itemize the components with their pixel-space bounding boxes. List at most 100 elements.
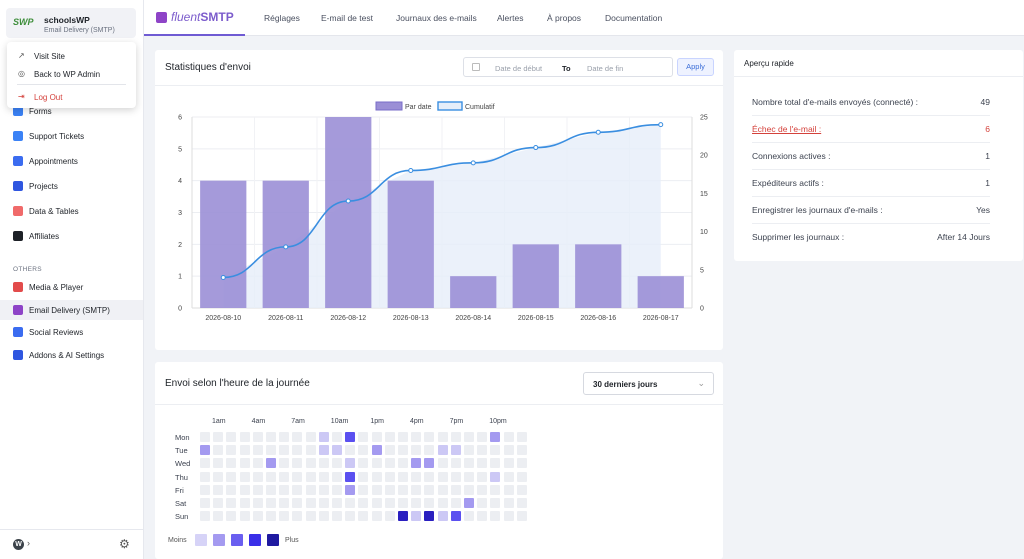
sidebar-item-appointments[interactable]: Appointments: [0, 151, 143, 171]
heatmap-cell[interactable]: [345, 432, 356, 442]
heatmap-cell[interactable]: [318, 445, 329, 456]
sidebar-item-support-tickets[interactable]: Support Tickets: [0, 126, 143, 146]
heatmap-cell[interactable]: [345, 458, 356, 469]
heatmap-cell[interactable]: [477, 484, 488, 495]
heatmap-cell[interactable]: [371, 498, 382, 508]
heatmap-cell[interactable]: [213, 484, 224, 495]
heatmap-cell[interactable]: [358, 498, 369, 508]
sidebar-item-forms[interactable]: Forms: [0, 103, 143, 119]
heatmap-cell[interactable]: [200, 484, 210, 495]
fluentsmtp-logo[interactable]: fluent SMTP: [144, 0, 245, 36]
heatmap-cell[interactable]: [318, 458, 329, 469]
heatmap-cell[interactable]: [305, 484, 316, 495]
heatmap-cell[interactable]: [305, 432, 316, 442]
heatmap-cell[interactable]: [279, 484, 290, 495]
heatmap-cell[interactable]: [266, 432, 276, 442]
heatmap-cell[interactable]: [318, 498, 329, 508]
sidebar-item-media-player[interactable]: Media & Player: [0, 277, 143, 297]
heatmap-cell[interactable]: [450, 458, 461, 469]
heatmap-cell[interactable]: [450, 511, 461, 522]
chevron-right-icon[interactable]: ›: [27, 538, 30, 548]
heatmap-cell[interactable]: [371, 511, 382, 522]
logout-item[interactable]: ⇥ Log Out: [7, 90, 136, 104]
heatmap-cell[interactable]: [490, 445, 501, 456]
heatmap-cell[interactable]: [437, 445, 448, 456]
tab-email-de-test[interactable]: E-mail de test: [321, 13, 373, 23]
heatmap-cell[interactable]: [477, 432, 488, 442]
heatmap-cell[interactable]: [358, 484, 369, 495]
heatmap-cell[interactable]: [477, 445, 488, 456]
heatmap-cell[interactable]: [503, 432, 514, 442]
heatmap-cell[interactable]: [345, 445, 356, 456]
heatmap-cell[interactable]: [332, 458, 342, 469]
heatmap-cell[interactable]: [371, 484, 382, 495]
heatmap-cell[interactable]: [411, 432, 422, 442]
heatmap-cell[interactable]: [226, 498, 237, 508]
heatmap-cell[interactable]: [516, 484, 527, 495]
heatmap-cell[interactable]: [279, 432, 290, 442]
heatmap-cell[interactable]: [213, 498, 224, 508]
heatmap-cell[interactable]: [490, 458, 501, 469]
heatmap-cell[interactable]: [252, 432, 263, 442]
heatmap-cell[interactable]: [292, 458, 303, 469]
heatmap-cell[interactable]: [450, 445, 461, 456]
date-start-field[interactable]: Date de début: [495, 64, 543, 73]
heatmap-cell[interactable]: [292, 484, 303, 495]
heatmap-cell[interactable]: [292, 511, 303, 522]
heatmap-cell[interactable]: [213, 458, 224, 469]
heatmap-cell[interactable]: [384, 458, 395, 469]
heatmap-cell[interactable]: [226, 484, 237, 495]
heatmap-cell[interactable]: [200, 471, 210, 482]
tab-reglages[interactable]: Réglages: [264, 13, 300, 23]
heatmap-cell[interactable]: [437, 432, 448, 442]
heatmap-cell[interactable]: [318, 432, 329, 442]
heatmap-cell[interactable]: [384, 498, 395, 508]
heatmap-cell[interactable]: [490, 471, 501, 482]
heatmap-cell[interactable]: [266, 445, 276, 456]
heatmap-cell[interactable]: [490, 432, 501, 442]
heatmap-cell[interactable]: [345, 511, 356, 522]
heatmap-cell[interactable]: [200, 458, 210, 469]
heatmap-cell[interactable]: [477, 511, 488, 522]
heatmap-cell[interactable]: [464, 471, 474, 482]
heatmap-cell[interactable]: [411, 484, 422, 495]
heatmap-cell[interactable]: [477, 471, 488, 482]
heatmap-cell[interactable]: [464, 458, 474, 469]
date-end-field[interactable]: Date de fin: [587, 64, 624, 73]
heatmap-cell[interactable]: [424, 498, 435, 508]
heatmap-cell[interactable]: [437, 484, 448, 495]
heatmap-cell[interactable]: [226, 511, 237, 522]
heatmap-cell[interactable]: [464, 432, 474, 442]
sidebar-item-data-tables[interactable]: Data & Tables: [0, 201, 143, 221]
heatmap-cell[interactable]: [358, 445, 369, 456]
heatmap-cell[interactable]: [332, 471, 342, 482]
heatmap-cell[interactable]: [252, 445, 263, 456]
heatmap-cell[interactable]: [226, 432, 237, 442]
heatmap-cell[interactable]: [503, 445, 514, 456]
heatmap-cell[interactable]: [252, 511, 263, 522]
period-select[interactable]: 30 derniers jours ⌄: [583, 372, 714, 395]
gear-icon[interactable]: ⚙: [119, 537, 130, 551]
heatmap-cell[interactable]: [239, 445, 250, 456]
heatmap-cell[interactable]: [477, 498, 488, 508]
heatmap-cell[interactable]: [239, 471, 250, 482]
heatmap-cell[interactable]: [464, 484, 474, 495]
heatmap-cell[interactable]: [200, 511, 210, 522]
heatmap-cell[interactable]: [305, 511, 316, 522]
heatmap-cell[interactable]: [384, 432, 395, 442]
heatmap-cell[interactable]: [503, 458, 514, 469]
heatmap-cell[interactable]: [318, 484, 329, 495]
heatmap-cell[interactable]: [516, 432, 527, 442]
heatmap-cell[interactable]: [398, 445, 408, 456]
heatmap-cell[interactable]: [437, 471, 448, 482]
heatmap-cell[interactable]: [358, 458, 369, 469]
heatmap-cell[interactable]: [318, 511, 329, 522]
heatmap-cell[interactable]: [305, 445, 316, 456]
heatmap-cell[interactable]: [411, 445, 422, 456]
heatmap-cell[interactable]: [424, 432, 435, 442]
heatmap-cell[interactable]: [437, 498, 448, 508]
heatmap-cell[interactable]: [345, 484, 356, 495]
heatmap-cell[interactable]: [279, 458, 290, 469]
heatmap-cell[interactable]: [292, 432, 303, 442]
heatmap-cell[interactable]: [279, 498, 290, 508]
